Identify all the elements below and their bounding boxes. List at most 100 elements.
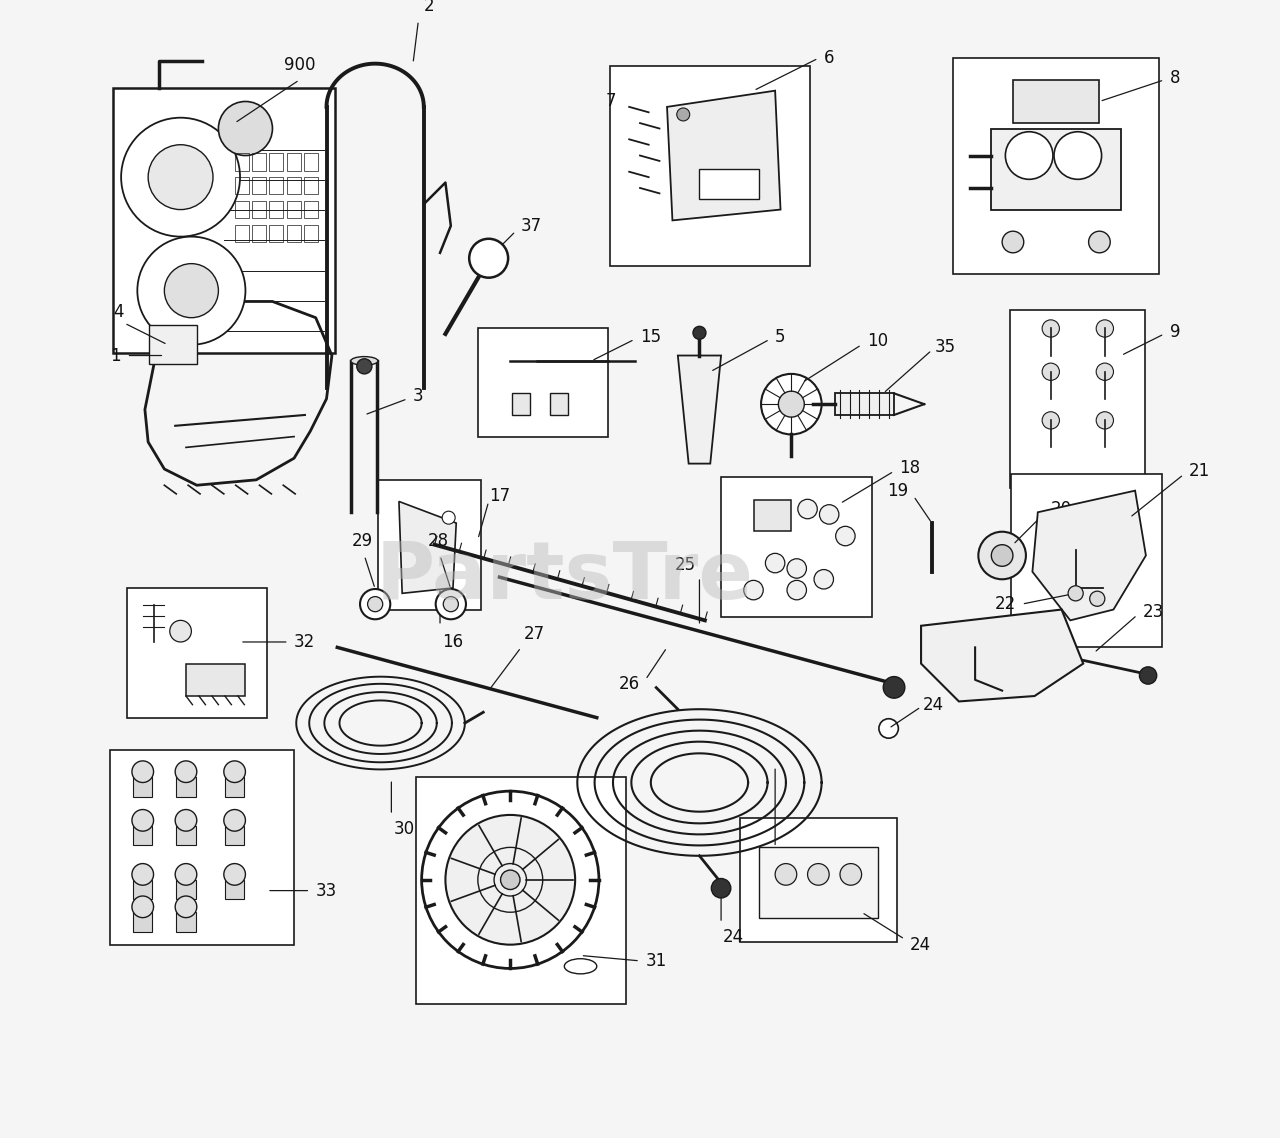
Text: 2: 2 — [424, 0, 434, 15]
Bar — [234, 178, 248, 195]
Ellipse shape — [351, 356, 378, 365]
Circle shape — [1096, 412, 1114, 429]
Text: 20: 20 — [1051, 500, 1071, 518]
Circle shape — [1089, 591, 1105, 607]
Bar — [225, 777, 244, 797]
Circle shape — [991, 545, 1012, 567]
Bar — [177, 777, 196, 797]
Bar — [133, 777, 152, 797]
Text: 6: 6 — [824, 49, 835, 67]
Polygon shape — [678, 355, 721, 463]
Circle shape — [840, 864, 861, 885]
Circle shape — [762, 374, 822, 435]
Bar — [225, 880, 244, 899]
Circle shape — [765, 553, 785, 572]
Text: 9: 9 — [1170, 323, 1180, 340]
Circle shape — [122, 117, 241, 237]
Bar — [177, 913, 196, 932]
Text: 25: 25 — [675, 555, 696, 574]
Text: 24: 24 — [910, 935, 932, 954]
Polygon shape — [399, 502, 456, 593]
Bar — [110, 750, 294, 945]
Polygon shape — [922, 610, 1083, 701]
Circle shape — [442, 511, 456, 525]
Bar — [1012, 80, 1100, 123]
Text: 24: 24 — [777, 852, 799, 871]
Bar — [252, 154, 266, 171]
Bar — [991, 129, 1121, 209]
Polygon shape — [667, 91, 781, 221]
Text: 21: 21 — [1189, 462, 1211, 480]
Text: 8: 8 — [1170, 68, 1180, 86]
Bar — [234, 201, 248, 218]
Circle shape — [132, 864, 154, 885]
Bar — [416, 777, 626, 1004]
Circle shape — [445, 815, 575, 945]
Circle shape — [470, 239, 508, 278]
Circle shape — [132, 896, 154, 917]
Circle shape — [1053, 132, 1102, 180]
Bar — [699, 168, 759, 199]
Bar — [303, 224, 317, 242]
Circle shape — [175, 761, 197, 783]
Circle shape — [1042, 320, 1060, 337]
Circle shape — [787, 559, 806, 578]
Circle shape — [137, 237, 246, 345]
Bar — [740, 817, 897, 942]
Circle shape — [224, 809, 246, 831]
Bar — [133, 826, 152, 846]
Circle shape — [692, 327, 707, 339]
Circle shape — [1088, 231, 1110, 253]
Circle shape — [808, 864, 829, 885]
Circle shape — [421, 791, 599, 968]
Bar — [252, 178, 266, 195]
Bar — [269, 178, 283, 195]
Bar — [269, 224, 283, 242]
Bar — [234, 224, 248, 242]
Bar — [177, 880, 196, 899]
Circle shape — [500, 871, 520, 890]
Circle shape — [836, 526, 855, 546]
Text: PartsTre: PartsTre — [375, 538, 754, 616]
Circle shape — [224, 864, 246, 885]
Bar — [1010, 310, 1146, 488]
Bar — [303, 201, 317, 218]
Bar — [287, 178, 301, 195]
Text: 26: 26 — [618, 675, 640, 693]
Text: 31: 31 — [645, 951, 667, 970]
Text: 17: 17 — [489, 487, 509, 505]
Bar — [269, 154, 283, 171]
Bar — [133, 880, 152, 899]
Bar — [287, 154, 301, 171]
Bar — [954, 58, 1158, 274]
Bar — [1011, 475, 1162, 648]
Circle shape — [175, 896, 197, 917]
Circle shape — [357, 358, 372, 374]
Circle shape — [1002, 231, 1024, 253]
Bar — [378, 480, 480, 610]
Bar — [721, 477, 873, 617]
Bar — [269, 201, 283, 218]
Bar — [252, 224, 266, 242]
Text: 35: 35 — [936, 338, 956, 356]
Ellipse shape — [564, 958, 596, 974]
Circle shape — [778, 391, 804, 418]
Bar — [835, 394, 893, 415]
Circle shape — [1139, 667, 1157, 684]
Circle shape — [819, 504, 838, 525]
Bar — [303, 178, 317, 195]
Circle shape — [1096, 320, 1114, 337]
Bar — [252, 201, 266, 218]
Text: 16: 16 — [442, 634, 463, 651]
Text: 7: 7 — [605, 92, 616, 110]
Bar — [477, 329, 608, 437]
Bar — [759, 848, 878, 917]
Circle shape — [170, 620, 192, 642]
Bar — [127, 588, 268, 718]
Circle shape — [744, 580, 763, 600]
Circle shape — [712, 879, 731, 898]
Text: 24: 24 — [923, 695, 945, 714]
Text: 24: 24 — [723, 929, 745, 947]
Circle shape — [175, 864, 197, 885]
Bar — [150, 325, 197, 364]
